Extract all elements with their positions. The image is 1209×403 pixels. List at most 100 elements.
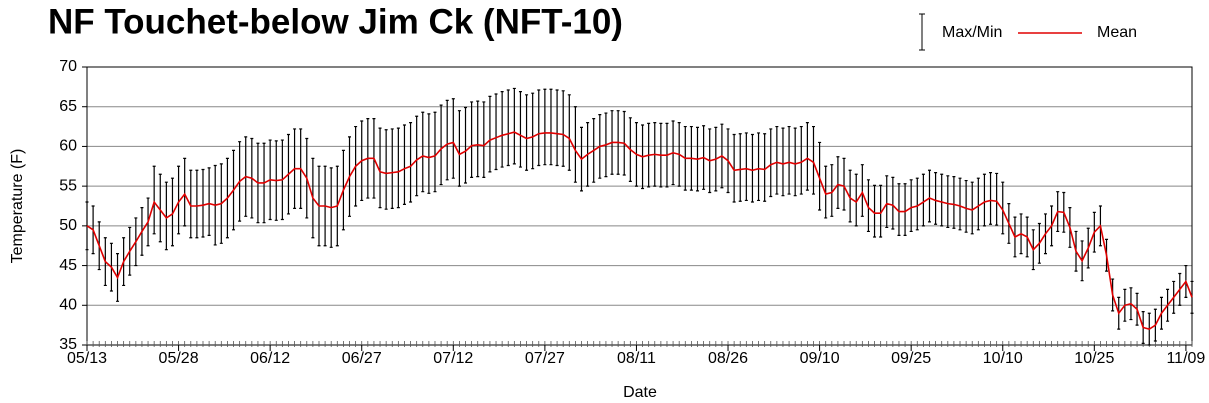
error-bar	[769, 128, 773, 198]
legend-label: Mean	[1097, 24, 1137, 41]
error-bar	[732, 133, 736, 203]
error-bar	[830, 164, 834, 217]
error-bar	[927, 169, 931, 223]
error-bar	[500, 91, 504, 168]
x-tick-label: 08/26	[708, 350, 748, 367]
x-tick-label: 10/10	[983, 350, 1023, 367]
error-bar	[1001, 181, 1005, 235]
error-bar	[970, 181, 974, 235]
x-tick-label: 06/12	[250, 350, 290, 367]
plot-frame	[86, 66, 1193, 346]
error-bar	[451, 98, 455, 179]
error-bar	[457, 110, 461, 187]
error-bar	[763, 133, 767, 202]
error-bar	[940, 173, 944, 227]
error-bar	[170, 177, 174, 247]
error-bar	[946, 175, 950, 229]
x-tick-label: 08/11	[617, 350, 656, 367]
chart-title: NF Touchet-below Jim Ck (NFT-10)	[48, 2, 623, 41]
error-bar	[952, 176, 956, 229]
error-bar	[989, 172, 993, 225]
y-tick-label: 60	[59, 138, 77, 155]
error-bar	[958, 177, 962, 231]
x-tick-label: 11/09	[1166, 350, 1205, 367]
error-bar	[390, 128, 394, 209]
legend: Max/Min Mean	[919, 13, 1137, 51]
error-bar	[934, 172, 938, 225]
error-bar	[836, 156, 840, 209]
error-bar	[402, 124, 406, 206]
error-bar	[494, 93, 498, 171]
error-bar	[873, 184, 877, 238]
error-bar	[738, 133, 742, 202]
error-bar	[445, 99, 449, 181]
y-tick-label: 40	[59, 297, 77, 314]
y-tick-label: 70	[59, 58, 77, 75]
error-bar	[439, 104, 443, 186]
error-bar	[573, 106, 577, 183]
error-bar	[909, 179, 913, 233]
error-bar	[396, 127, 400, 209]
error-bar	[848, 169, 852, 223]
error-bar	[525, 94, 529, 171]
error-bar	[549, 88, 553, 166]
error-bar	[897, 183, 901, 236]
error-bar	[964, 179, 968, 233]
legend-label: Max/Min	[942, 24, 1002, 41]
error-bar	[183, 157, 187, 227]
y-tick-label: 35	[59, 336, 77, 353]
y-tick-label: 50	[59, 217, 77, 234]
error-bar	[433, 111, 437, 193]
error-bar	[842, 157, 846, 211]
error-bar	[976, 177, 980, 231]
error-bar	[891, 176, 895, 230]
error-bar	[378, 127, 382, 209]
error-bar	[506, 89, 510, 167]
error-bar	[567, 94, 571, 171]
x-tick-label: 07/27	[525, 350, 565, 367]
error-bar	[421, 111, 425, 193]
error-bar	[512, 87, 516, 165]
error-bar	[750, 133, 754, 203]
error-bar	[921, 173, 925, 227]
error-bar	[995, 172, 999, 226]
error-bar	[476, 100, 480, 178]
error-bar	[860, 164, 864, 217]
x-tick-label: 09/25	[891, 350, 931, 367]
error-bar	[152, 165, 156, 235]
error-bar	[879, 184, 883, 238]
error-bar	[470, 101, 474, 179]
error-bar	[757, 132, 761, 202]
error-bar	[207, 167, 211, 236]
error-bar	[885, 175, 889, 229]
x-tick-label: 10/25	[1074, 350, 1114, 367]
error-bar	[781, 127, 785, 197]
error-bar	[854, 173, 858, 227]
error-bar	[915, 177, 919, 231]
mean-line	[86, 131, 1193, 330]
error-bar	[744, 132, 748, 202]
y-axis-label: Temperature (F)	[9, 149, 26, 264]
error-bar	[775, 125, 779, 195]
error-bar	[903, 183, 907, 236]
error-bar	[555, 89, 559, 167]
error-bar	[195, 169, 199, 239]
x-tick-label: 07/12	[433, 350, 473, 367]
error-bar	[531, 92, 535, 170]
x-tick-label: 05/28	[159, 350, 199, 367]
error-bar	[799, 125, 803, 195]
error-bar	[158, 173, 162, 243]
error-bar	[793, 127, 797, 197]
error-bar	[811, 125, 815, 195]
error-bar	[189, 169, 193, 239]
x-tick-label: 05/13	[67, 350, 107, 367]
error-bar	[561, 90, 565, 167]
x-axis-label: Date	[623, 384, 657, 401]
error-bar	[384, 129, 388, 210]
error-bar	[488, 95, 492, 173]
y-tick-label: 45	[59, 257, 77, 274]
error-bar	[409, 122, 413, 203]
error-bar	[177, 165, 181, 235]
error-bar	[982, 173, 986, 227]
